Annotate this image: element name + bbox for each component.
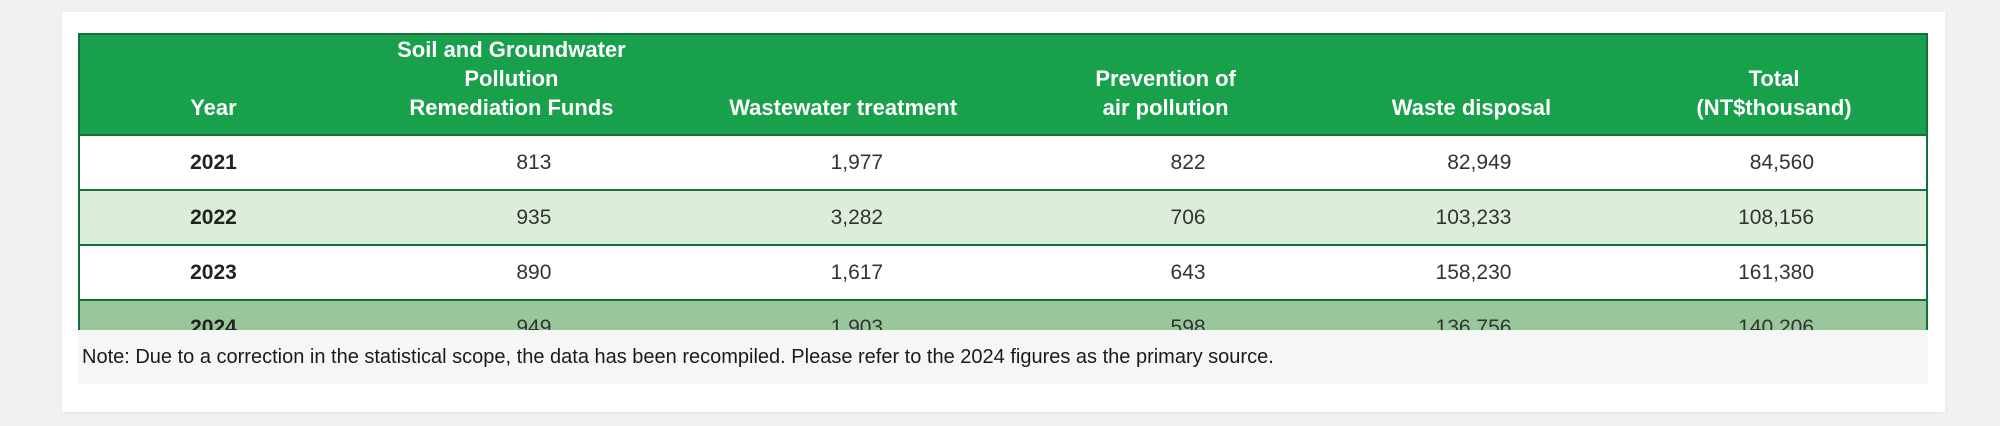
table-body: 2021 813 1,977 822 82,949 84,560 2022 93…: [78, 134, 1928, 357]
value-cell-waste-disposal: 82,949: [1320, 134, 1623, 192]
cell-text: 643: [1170, 260, 1206, 284]
header-cell-soil-groundwater-funds: Soil and Groundwater Pollution Remediati…: [346, 32, 676, 137]
header-cell-air-pollution-prevention: Prevention of air pollution: [1010, 32, 1321, 137]
header-label: (NT$thousand): [1696, 95, 1852, 121]
value-cell-total: 161,380: [1622, 244, 1928, 302]
value-cell-wastewater: 1,617: [675, 244, 1011, 302]
header-label: Year: [190, 95, 237, 121]
year-cell: 2022: [78, 189, 347, 247]
cell-text: 3,282: [830, 205, 884, 229]
year-cell: 2023: [78, 244, 347, 302]
header-cell-year: Year: [78, 32, 347, 137]
cell-text: 108,156: [1738, 205, 1815, 229]
value-cell-total: 108,156: [1622, 189, 1928, 247]
value-cell-soil-funds: 890: [346, 244, 676, 302]
table-header: Year Soil and Groundwater Pollution Reme…: [78, 32, 1928, 137]
cell-text: 158,230: [1435, 260, 1512, 284]
cell-text: 706: [1170, 205, 1206, 229]
cell-text: 82,949: [1447, 150, 1512, 174]
header-label: Total: [1748, 66, 1800, 92]
header-cell-waste-disposal: Waste disposal: [1320, 32, 1623, 137]
value-cell-soil-funds: 935: [346, 189, 676, 247]
table-row-2023: 2023 890 1,617 643 158,230 161,380: [78, 244, 1928, 302]
value-cell-waste-disposal: 103,233: [1320, 189, 1623, 247]
header-label: Soil and Groundwater Pollution: [397, 37, 626, 92]
cell-text: 2021: [190, 150, 237, 174]
cell-text: 103,233: [1435, 205, 1512, 229]
header-label: air pollution: [1102, 95, 1229, 121]
value-cell-air-pollution: 822: [1010, 134, 1321, 192]
cell-text: 161,380: [1738, 260, 1815, 284]
header-cell-total: Total (NT$thousand): [1622, 32, 1928, 137]
value-cell-air-pollution: 643: [1010, 244, 1321, 302]
table-header-row: Year Soil and Groundwater Pollution Reme…: [78, 32, 1928, 137]
cell-text: 822: [1170, 150, 1206, 174]
table-footnote: Note: Due to a correction in the statist…: [78, 330, 1928, 384]
header-cell-wastewater-treatment: Wastewater treatment: [675, 32, 1011, 137]
expenditure-table-container: Year Soil and Groundwater Pollution Reme…: [78, 32, 1928, 357]
footnote-text: Note: Due to a correction in the statist…: [82, 345, 1274, 368]
cell-text: 813: [516, 150, 552, 174]
value-cell-total: 84,560: [1622, 134, 1928, 192]
value-cell-soil-funds: 813: [346, 134, 676, 192]
value-cell-wastewater: 1,977: [675, 134, 1011, 192]
header-label: Remediation Funds: [409, 95, 614, 121]
cell-text: 1,977: [830, 150, 884, 174]
cell-text: 84,560: [1749, 150, 1815, 174]
table-row-2021: 2021 813 1,977 822 82,949 84,560: [78, 134, 1928, 192]
content-card: Year Soil and Groundwater Pollution Reme…: [62, 12, 1945, 412]
cell-text: 935: [516, 205, 552, 229]
value-cell-wastewater: 3,282: [675, 189, 1011, 247]
value-cell-air-pollution: 706: [1010, 189, 1321, 247]
cell-text: 1,617: [830, 260, 884, 284]
expenditure-table: Year Soil and Groundwater Pollution Reme…: [78, 32, 1928, 357]
cell-text: 890: [516, 260, 552, 284]
header-label: Wastewater treatment: [729, 95, 958, 121]
year-cell: 2021: [78, 134, 347, 192]
cell-text: 2022: [190, 205, 237, 229]
table-row-2022: 2022 935 3,282 706 103,233 108,156: [78, 189, 1928, 247]
cell-text: 2023: [190, 260, 237, 284]
value-cell-waste-disposal: 158,230: [1320, 244, 1623, 302]
header-label: Waste disposal: [1391, 95, 1552, 121]
header-label: Prevention of: [1095, 66, 1236, 92]
